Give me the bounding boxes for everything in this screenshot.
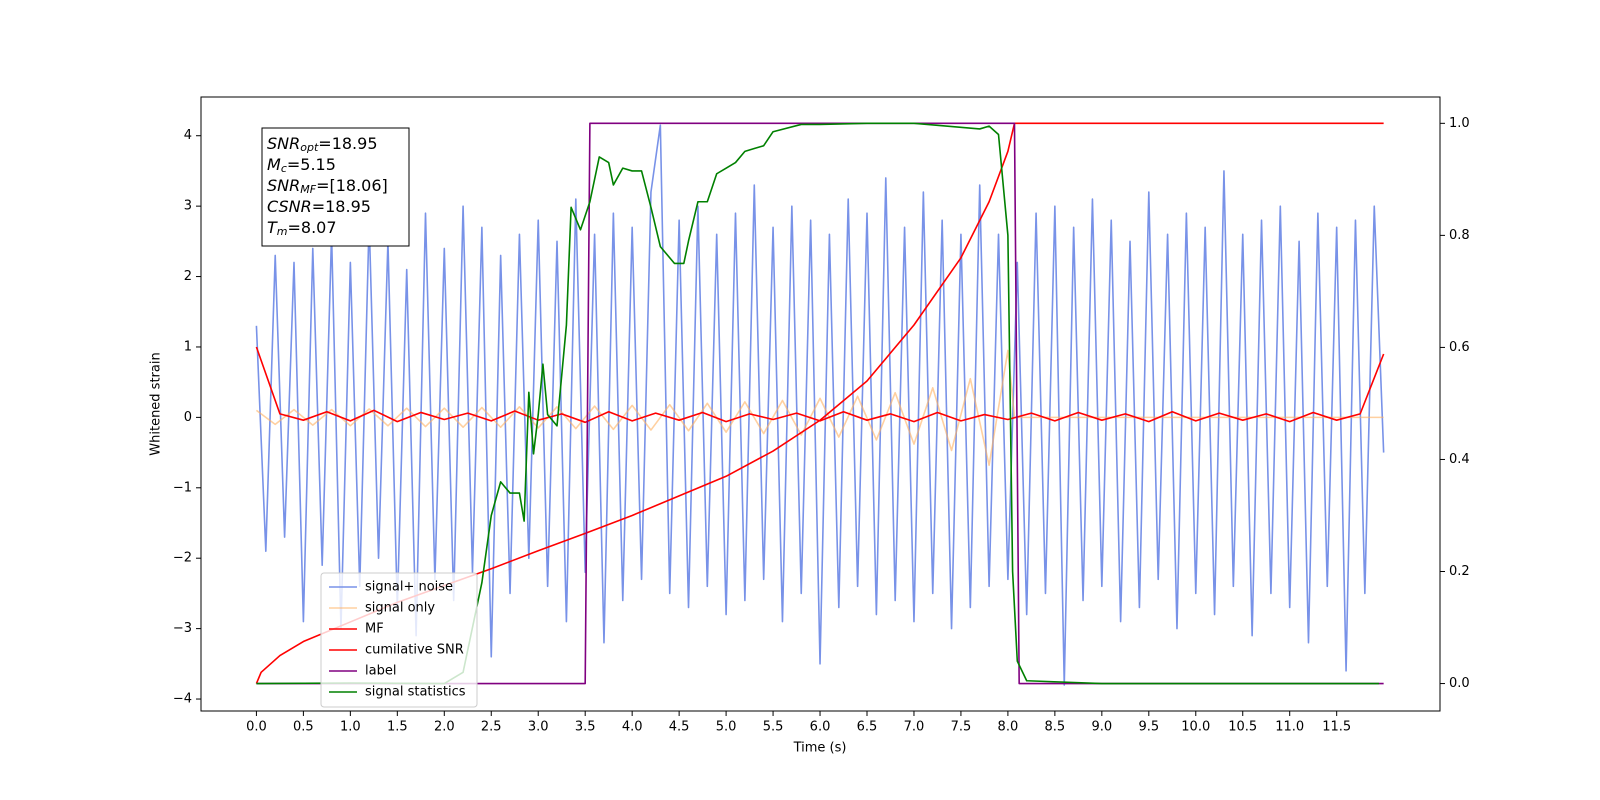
- x-tick-label: 6.5: [857, 720, 878, 735]
- series-line: [256, 122, 1379, 685]
- x-tick-label: 9.5: [1138, 720, 1159, 735]
- y2-tick-label: 0.6: [1449, 340, 1470, 355]
- x-tick-label: 4.5: [669, 720, 690, 735]
- annotation-text: =18.95: [318, 134, 377, 153]
- x-tick-label: 3.0: [528, 720, 549, 735]
- x-tick-label: 8.5: [1045, 720, 1066, 735]
- x-tick-label: 1.5: [387, 720, 408, 735]
- y2-tick-label: 0.0: [1449, 676, 1470, 691]
- x-tick-label: 10.5: [1228, 720, 1257, 735]
- annotation-symbol: CSNR: [267, 197, 312, 216]
- x-tick-label: 5.5: [763, 720, 784, 735]
- annotation-symbol: M: [267, 155, 281, 174]
- annotation-subscript: MF: [300, 183, 316, 196]
- x-tick-label: 2.0: [434, 720, 455, 735]
- y2-tick-label: 0.2: [1449, 564, 1470, 579]
- y-tick-label: 1: [184, 339, 192, 354]
- annotation-line: CSNR=18.95: [267, 197, 371, 216]
- y-axis-label: Whitened strain: [149, 352, 164, 455]
- x-tick-label: 4.0: [622, 720, 643, 735]
- y2-tick-label: 1.0: [1449, 116, 1470, 131]
- y-tick-label: 2: [184, 269, 192, 284]
- annotation-box: SNRopt=18.95Mc=5.15SNRMF=[18.06]CSNR=18.…: [261, 127, 410, 247]
- y2-tick-label: 0.8: [1449, 228, 1470, 243]
- legend-label: signal only: [365, 601, 435, 616]
- legend-label: cumilative SNR: [365, 643, 464, 658]
- annotation-line: Mc=5.15: [267, 155, 336, 176]
- annotation-text: =18.95: [312, 197, 371, 216]
- x-tick-label: 0.5: [293, 720, 314, 735]
- annotation-symbol: T: [267, 218, 278, 237]
- legend-frame: [320, 572, 478, 708]
- annotation-symbol: SNR: [267, 176, 300, 195]
- x-tick-label: 7.0: [904, 720, 925, 735]
- annotation-subscript: opt: [300, 141, 319, 154]
- x-tick-label: 0.0: [246, 720, 267, 735]
- annotation-subscript: c: [281, 162, 287, 175]
- legend-label: MF: [365, 622, 384, 637]
- series-line: [256, 122, 1384, 685]
- x-tick-label: 5.0: [716, 720, 737, 735]
- x-tick-label: 8.0: [998, 720, 1019, 735]
- x-tick-label: 6.0: [810, 720, 831, 735]
- x-axis-label: Time (s): [793, 741, 847, 756]
- x-tick-label: 11.0: [1275, 720, 1304, 735]
- legend-label: label: [365, 664, 396, 679]
- x-tick-label: 7.5: [951, 720, 972, 735]
- x-tick-label: 10.0: [1181, 720, 1210, 735]
- annotation-line: Tm=8.07: [267, 218, 337, 239]
- y-tick-label: 4: [184, 128, 192, 143]
- annotation-frame: [261, 127, 410, 247]
- x-tick-label: 1.0: [340, 720, 361, 735]
- x-tick-label: 9.0: [1091, 720, 1112, 735]
- annotation-text: =[18.06]: [316, 176, 388, 195]
- series-line: [255, 349, 1384, 467]
- y2-tick-label: 0.4: [1449, 452, 1470, 467]
- series-line: [255, 124, 1385, 686]
- x-tick-label: 3.5: [575, 720, 596, 735]
- legend-label: signal+ noise: [365, 580, 453, 595]
- annotation-text: =8.07: [288, 218, 337, 237]
- legend: signal+ noise signal only MF cumilative SNR…: [320, 572, 478, 708]
- y-tick-label: −1: [173, 480, 192, 495]
- annotation-text: =5.15: [287, 155, 336, 174]
- annotation-symbol: SNR: [267, 134, 300, 153]
- series-line: [255, 346, 1385, 424]
- x-tick-label: 11.5: [1322, 720, 1351, 735]
- y-tick-label: 3: [184, 199, 192, 214]
- y-tick-label: −3: [173, 621, 192, 636]
- annotation-line: SNRMF=[18.06]: [267, 176, 388, 197]
- legend-label: signal statistics: [365, 685, 466, 700]
- y-tick-label: −2: [173, 551, 192, 566]
- y-tick-label: 0: [184, 410, 192, 425]
- annotation-subscript: m: [277, 225, 288, 238]
- annotation-line: SNRopt=18.95: [267, 134, 378, 155]
- y-tick-label: −4: [173, 692, 192, 707]
- x-tick-label: 2.5: [481, 720, 502, 735]
